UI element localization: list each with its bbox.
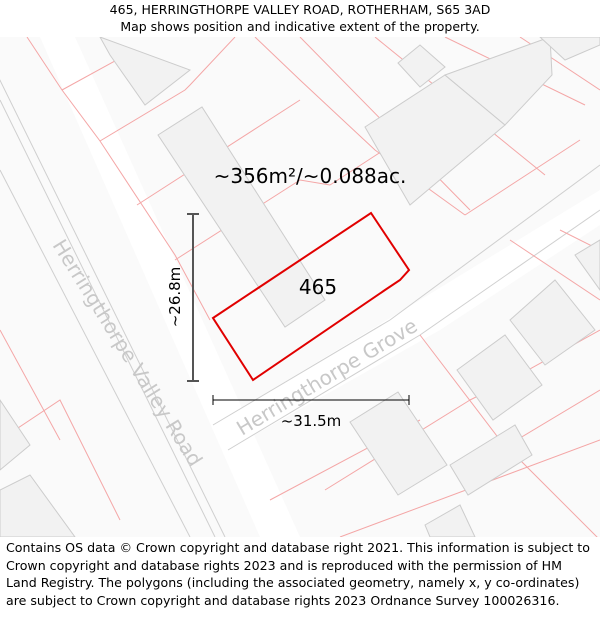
road-herringthorpe-grove [213,190,600,450]
property-map[interactable]: Herringthorpe Valley Road Herringthorpe … [0,37,600,537]
copyright-attribution: Contains OS data © Crown copyright and d… [6,540,590,608]
property-address: 465, HERRINGTHORPE VALLEY ROAD, ROTHERHA… [109,2,491,17]
map-subtitle: Map shows position and indicative extent… [120,19,480,34]
width-measure-line [212,395,410,405]
property-boundary[interactable] [211,211,411,382]
width-measure-label: ~31.5m [281,412,342,430]
plot-number-label: 465 [299,275,337,299]
height-measure-label: ~26.8m [166,267,184,328]
map-header: 465, HERRINGTHORPE VALLEY ROAD, ROTHERHA… [0,0,600,37]
area-label: ~356m²/~0.088ac. [214,164,407,188]
height-measure-line [187,213,199,382]
